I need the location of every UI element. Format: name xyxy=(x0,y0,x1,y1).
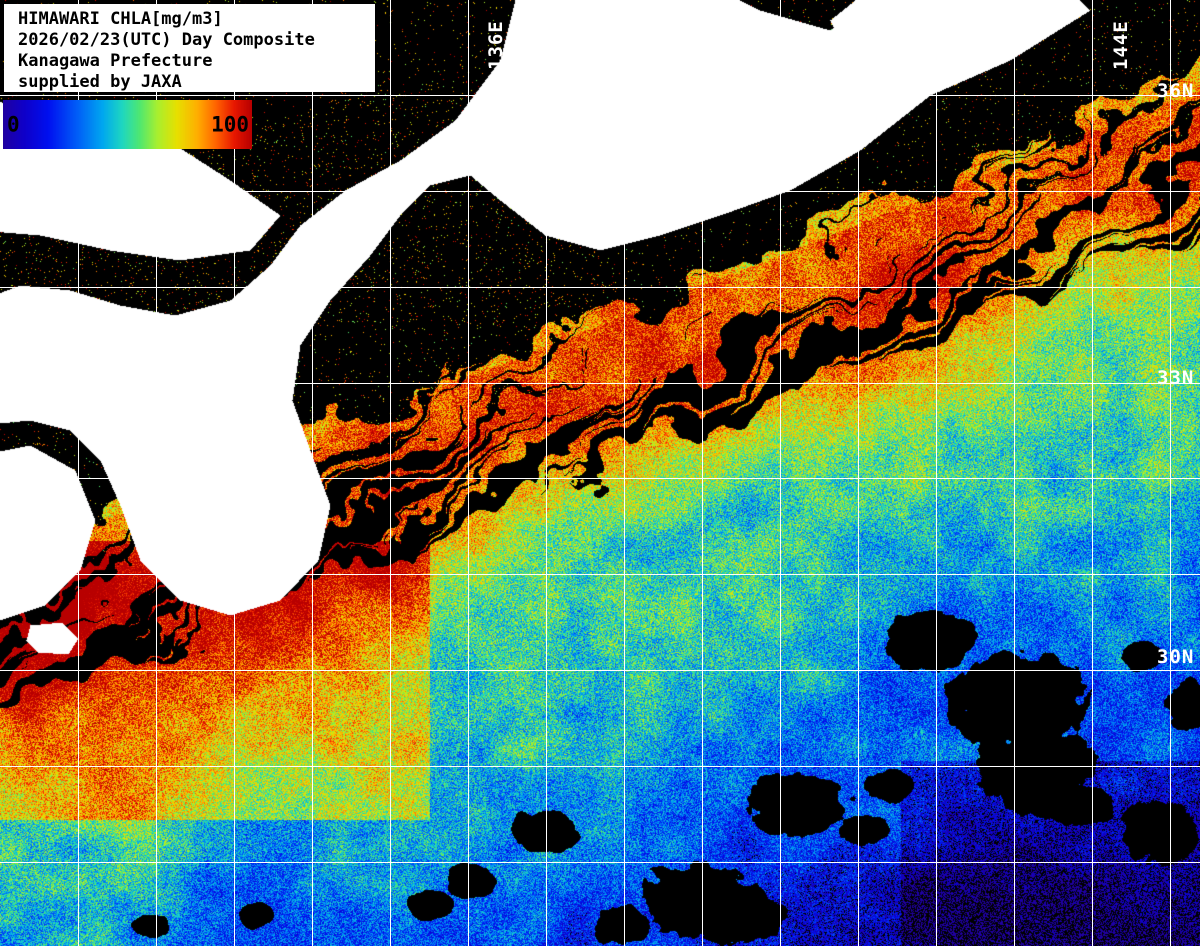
title-plate: HIMAWARI CHLA[mg/m3] 2026/02/23(UTC) Day… xyxy=(4,4,375,92)
colorbar-min-label: 0 xyxy=(7,112,20,136)
title-line-region: Kanagawa Prefecture xyxy=(18,51,213,71)
title-line-product: HIMAWARI CHLA[mg/m3] xyxy=(18,9,223,29)
colorbar: 0 100 xyxy=(3,100,252,149)
colorbar-canvas xyxy=(3,100,252,149)
title-line-date: 2026/02/23(UTC) Day Composite xyxy=(18,30,315,50)
colorbar-gradient xyxy=(3,100,252,149)
colorbar-max-label: 100 xyxy=(211,112,249,136)
title-line-supplier: supplied by JAXA xyxy=(18,72,182,92)
